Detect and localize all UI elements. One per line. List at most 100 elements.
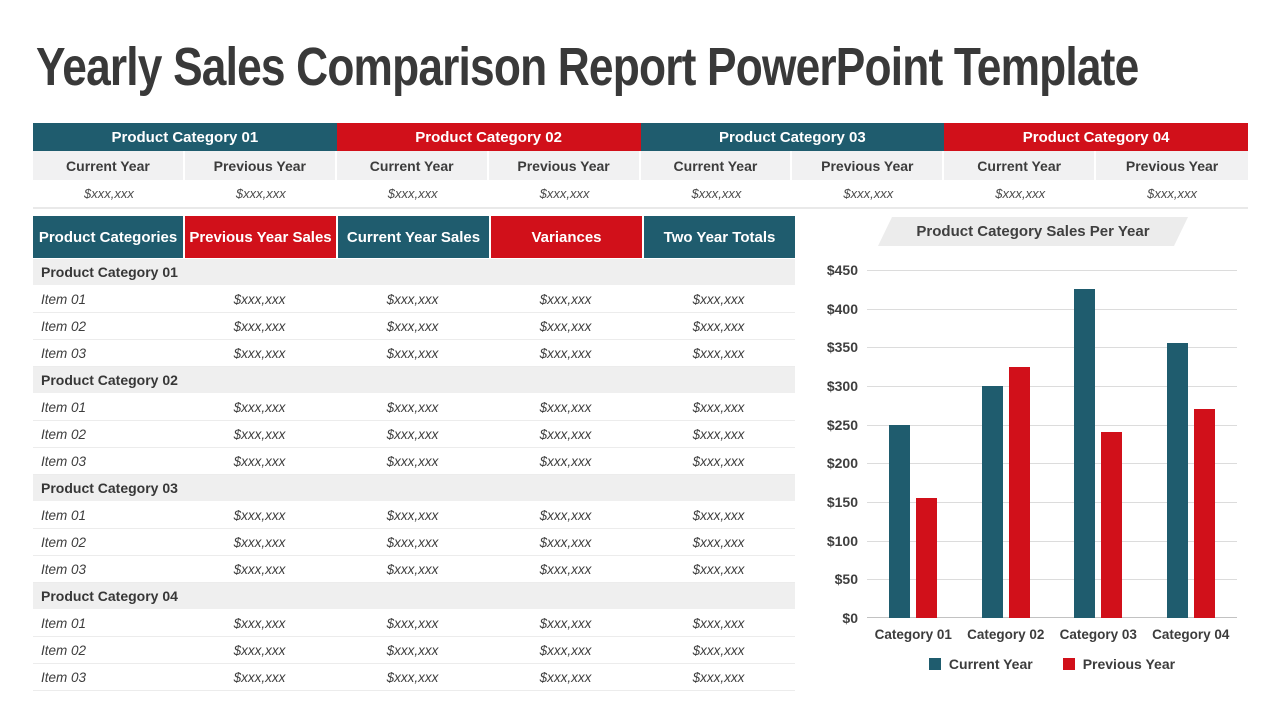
gridline [867, 270, 1237, 271]
gridline [867, 502, 1237, 503]
bar-current-year [889, 425, 911, 618]
top-summary-strip: Product Category 01 Product Category 02 Pr… [33, 123, 1248, 209]
item-label: Item 02 [33, 421, 183, 448]
item-value: $xxx,xxx [183, 502, 336, 529]
item-value: $xxx,xxx [642, 637, 795, 664]
table-column-header: Variances [491, 216, 642, 258]
item-label: Item 01 [33, 610, 183, 637]
x-axis-category-label: Category 03 [1059, 627, 1137, 642]
bar-current-year [1166, 343, 1188, 618]
item-value: $xxx,xxx [489, 529, 642, 556]
bar-current-year [981, 386, 1003, 618]
y-axis-tick-label: $400 [826, 300, 858, 317]
item-value: $xxx,xxx [642, 448, 795, 475]
summary-year-header: Previous Year [792, 151, 945, 180]
summary-value: $xxx,xxx [995, 186, 1046, 201]
item-label: Item 03 [33, 556, 183, 583]
summary-value: $xxx,xxx [843, 186, 894, 201]
summary-year-header: Current Year [33, 151, 185, 180]
bar-previous-year [1008, 367, 1030, 618]
item-label: Item 03 [33, 340, 183, 367]
page-title: Yearly Sales Comparison Report PowerPoin… [36, 37, 1139, 97]
y-axis-tick-label: $100 [826, 532, 858, 549]
x-axis-category-label: Category 04 [1152, 627, 1230, 642]
summary-group-header: Product Category 04 [944, 123, 1248, 151]
item-value: $xxx,xxx [489, 286, 642, 313]
item-value: $xxx,xxx [642, 286, 795, 313]
table-column-header: Current Year Sales [338, 216, 489, 258]
summary-value: $xxx,xxx [691, 186, 742, 201]
item-label: Item 02 [33, 313, 183, 340]
item-value: $xxx,xxx [336, 421, 489, 448]
item-label: Item 01 [33, 502, 183, 529]
table-column-header: Two Year Totals [644, 216, 795, 258]
item-value: $xxx,xxx [642, 313, 795, 340]
item-value: $xxx,xxx [336, 529, 489, 556]
y-axis-tick-label: $350 [826, 339, 858, 356]
item-value: $xxx,xxx [642, 502, 795, 529]
category-group-row: Product Category 02 [33, 367, 795, 394]
y-axis-tick-label: $300 [826, 378, 858, 394]
item-value: $xxx,xxx [642, 340, 795, 367]
summary-group-header: Product Category 02 [336, 123, 641, 151]
x-axis-category-label: Category 01 [874, 627, 952, 642]
category-group-row: Product Category 04 [33, 583, 795, 610]
summary-year-header: Current Year [641, 151, 793, 180]
item-value: $xxx,xxx [336, 448, 489, 475]
summary-year-header: Previous Year [1125, 157, 1219, 174]
item-value: $xxx,xxx [489, 502, 642, 529]
item-label: Item 03 [33, 664, 183, 691]
item-value: $xxx,xxx [642, 610, 795, 637]
item-value: $xxx,xxx [489, 556, 642, 583]
summary-year-header: Current Year [944, 151, 1097, 180]
item-value: $xxx,xxx [336, 313, 489, 340]
summary-year-header: Current Year [337, 151, 489, 180]
chart-x-axis: Category 01 Category 02 Category 03 Categor… [867, 627, 1237, 647]
legend-label: Current Year [948, 656, 1033, 672]
item-value: $xxx,xxx [336, 340, 489, 367]
summary-group-header: Product Category 03 [640, 123, 945, 151]
gridline [867, 617, 1237, 618]
chart-plot-area [867, 270, 1237, 618]
item-value: $xxx,xxx [183, 529, 336, 556]
item-value: $xxx,xxx [183, 610, 336, 637]
summary-value: $xxx,xxx [235, 186, 286, 201]
gridline [867, 541, 1237, 542]
item-value: $xxx,xxx [642, 529, 795, 556]
y-axis-tick-label: $250 [826, 416, 858, 433]
item-value: $xxx,xxx [336, 610, 489, 637]
item-value: $xxx,xxx [183, 394, 336, 421]
chart-legend: Current Year Previous Year [867, 656, 1237, 672]
item-value: $xxx,xxx [183, 421, 336, 448]
table-column-header: Product Categories [33, 216, 183, 258]
table-column-header: Previous Year Sales [185, 216, 336, 258]
item-label: Item 01 [33, 394, 183, 421]
item-value: $xxx,xxx [336, 286, 489, 313]
item-value: $xxx,xxx [489, 394, 642, 421]
summary-header-row: Product Category 01 Product Category 02 Pr… [33, 123, 1248, 151]
y-axis-tick-label: $450 [826, 262, 858, 278]
y-axis-tick-label: $150 [826, 494, 858, 510]
legend-label: Previous Year [1082, 656, 1176, 672]
summary-value-row: $xxx,xxx $xxx,xxx $xxx,xxx $xxx,xxx $xxx,xxx… [33, 180, 1248, 209]
gridline [867, 386, 1237, 387]
item-value: $xxx,xxx [336, 394, 489, 421]
item-value: $xxx,xxx [183, 448, 336, 475]
bar-previous-year [1101, 432, 1123, 618]
item-value: $xxx,xxx [183, 637, 336, 664]
bar-previous-year [916, 498, 938, 618]
category-group-row: Product Category 01 [33, 259, 795, 286]
item-value: $xxx,xxx [336, 502, 489, 529]
item-value: $xxx,xxx [489, 664, 642, 691]
item-label: Item 03 [33, 448, 183, 475]
legend-item: Current Year [928, 656, 1033, 672]
summary-year-header: Previous Year [489, 151, 641, 180]
sales-bar-chart: Product Category Sales Per Year Category… [820, 216, 1260, 696]
sales-table-body: Product Category 01 Item 01 $xxx,xxx $xxx,x… [33, 259, 795, 691]
legend-swatch [928, 658, 941, 670]
item-label: Item 01 [33, 286, 183, 313]
gridline [867, 579, 1237, 580]
item-value: $xxx,xxx [642, 664, 795, 691]
item-value: $xxx,xxx [183, 313, 336, 340]
summary-value: $xxx,xxx [539, 186, 590, 201]
